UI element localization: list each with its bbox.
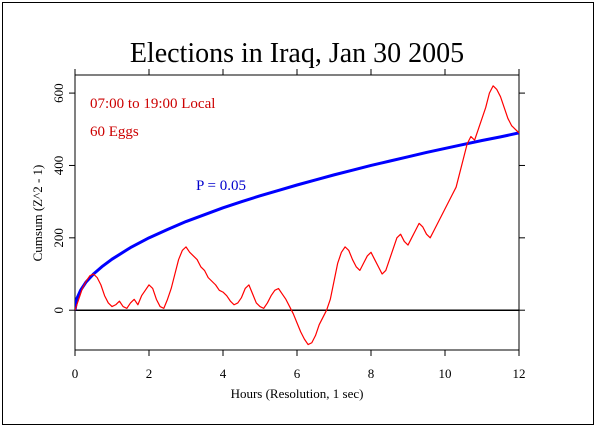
y-axis-label: Cumsum (Z^2 - 1)	[30, 165, 45, 262]
y-tick-label: 200	[51, 228, 66, 248]
envelope-label: P = 0.05	[196, 178, 246, 194]
chart-title: Elections in Iraq, Jan 30 2005	[130, 38, 464, 69]
x-tick-label: 4	[220, 366, 227, 381]
x-axis-label: Hours (Resolution, 1 sec)	[231, 386, 364, 401]
annotation-time-range: 07:00 to 19:00 Local	[90, 96, 215, 112]
y-tick-label: 400	[51, 156, 66, 176]
y-tick-label: 0	[51, 307, 66, 314]
x-tick-label: 6	[294, 366, 301, 381]
x-tick-label: 12	[513, 366, 526, 381]
x-tick-label: 8	[368, 366, 375, 381]
x-tick-label: 2	[146, 366, 153, 381]
y-tick-label: 600	[51, 83, 66, 103]
x-tick-label: 10	[439, 366, 452, 381]
x-tick-label: 0	[72, 366, 79, 381]
annotation-eggs: 60 Eggs	[90, 124, 139, 140]
